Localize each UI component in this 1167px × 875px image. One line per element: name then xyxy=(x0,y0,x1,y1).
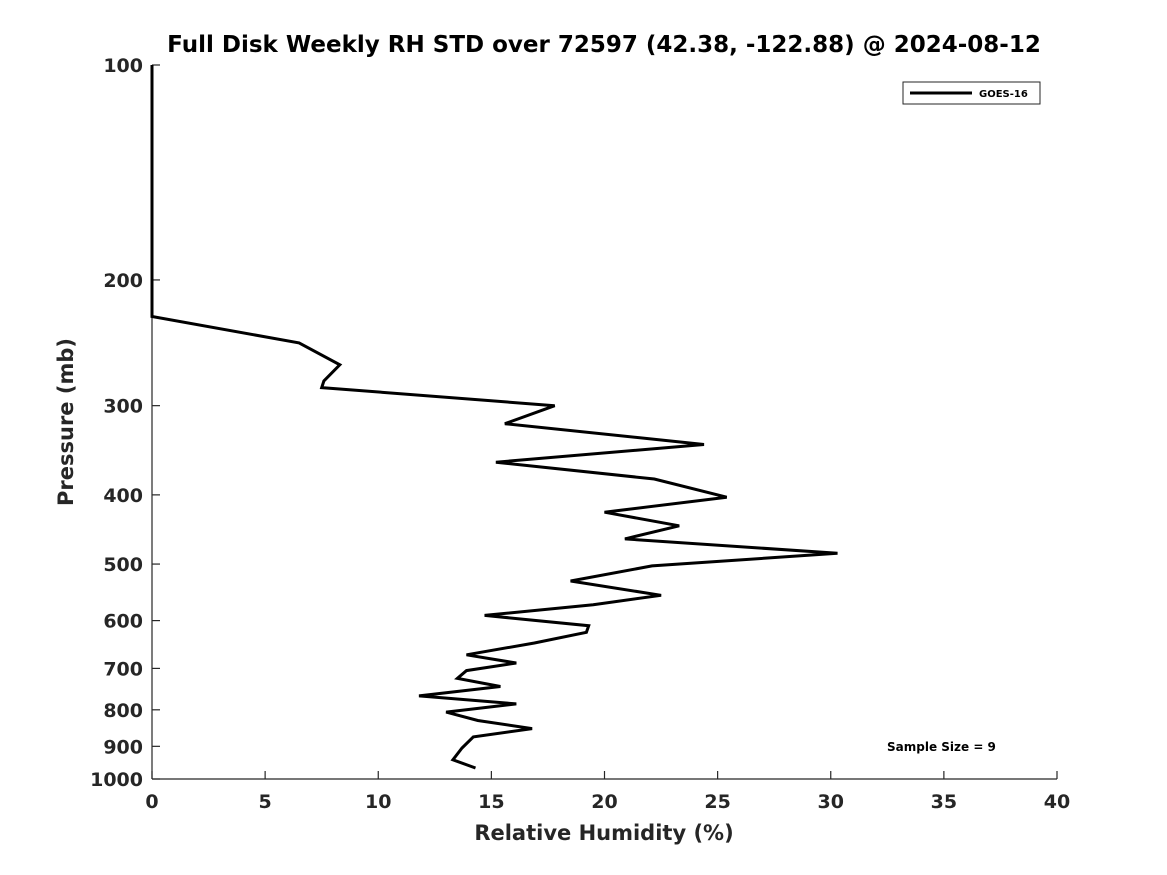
y-tick-label: 900 xyxy=(103,736,143,758)
y-tick-label: 1000 xyxy=(90,769,143,791)
y-ticks: 100 200 300 400 500 600 700 800 900 1000 xyxy=(90,55,160,791)
y-tick-label: 600 xyxy=(103,611,143,633)
x-tick-label: 20 xyxy=(591,791,617,813)
y-tick-label: 500 xyxy=(103,554,143,576)
x-tick-label: 0 xyxy=(145,791,158,813)
x-tick-label: 30 xyxy=(818,791,844,813)
y-tick-label: 800 xyxy=(103,700,143,722)
x-tick-label: 15 xyxy=(478,791,504,813)
x-tick-label: 35 xyxy=(931,791,957,813)
sample-size-annotation: Sample Size = 9 xyxy=(887,740,996,754)
y-tick-label: 200 xyxy=(103,270,143,292)
y-tick-label: 700 xyxy=(103,658,143,680)
y-tick-label: 400 xyxy=(103,485,143,507)
x-tick-label: 10 xyxy=(365,791,391,813)
series-line-goes-16 xyxy=(150,65,838,770)
x-tick-label: 40 xyxy=(1044,791,1070,813)
x-tick-label: 25 xyxy=(704,791,730,813)
legend-label-goes-16: GOES-16 xyxy=(979,89,1028,100)
x-tick-label: 5 xyxy=(259,791,272,813)
y-tick-label: 100 xyxy=(103,55,143,77)
x-axis-label: Relative Humidity (%) xyxy=(474,821,733,845)
y-axis-label: Pressure (mb) xyxy=(54,338,78,506)
y-tick-label: 300 xyxy=(103,396,143,418)
legend: GOES-16 xyxy=(902,81,1041,105)
chart-title: Full Disk Weekly RH STD over 72597 (42.3… xyxy=(167,32,1041,58)
x-ticks: 0 5 10 15 20 25 30 35 40 xyxy=(145,771,1070,813)
